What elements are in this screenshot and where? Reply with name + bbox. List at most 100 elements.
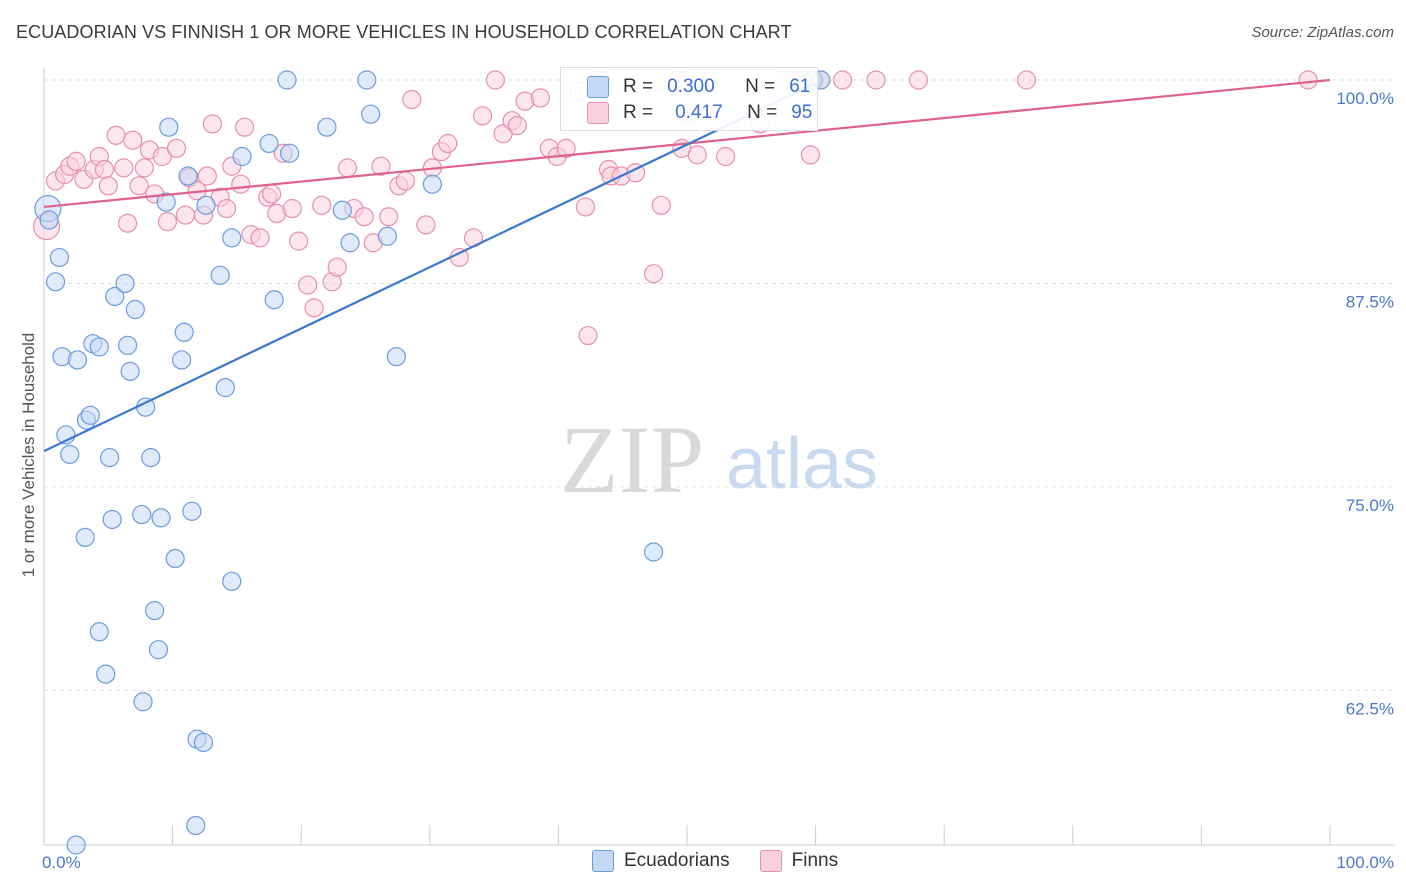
legend-item-ecuadorians: Ecuadorians xyxy=(592,850,730,872)
finns-point xyxy=(157,212,178,232)
watermark-zip: ZIP xyxy=(560,406,704,513)
ecuadorians-point xyxy=(332,200,352,220)
ecuadorians-point xyxy=(357,70,377,90)
finns-point xyxy=(98,176,118,196)
finns-point xyxy=(304,298,324,318)
finns-point xyxy=(312,195,332,215)
ecuadorians-point xyxy=(186,815,206,836)
finns-point xyxy=(395,171,415,191)
r-value: 0.417 xyxy=(675,102,723,123)
finns-point xyxy=(416,215,436,235)
legend-item-finns: Finns xyxy=(759,850,838,872)
finns-point xyxy=(651,195,671,215)
ecuadorians-point xyxy=(643,542,664,562)
gridlines xyxy=(44,79,1395,691)
finns-point xyxy=(289,231,309,251)
finns-point xyxy=(217,198,237,219)
ecuadorians-point xyxy=(165,548,185,569)
ecuadorians-point xyxy=(377,226,397,246)
finns-point xyxy=(114,158,134,178)
ecuadorians-point xyxy=(117,335,138,355)
ecuadorians-point xyxy=(115,273,135,294)
ecuadorians-point xyxy=(66,835,86,855)
series-legend: Ecuadorians Finns xyxy=(592,850,868,872)
ecuadorians-point xyxy=(96,664,116,684)
ecuadorians-point xyxy=(151,508,171,528)
ecuadorians-point xyxy=(215,378,235,398)
ecuadorians-point xyxy=(159,117,179,137)
blue-swatch xyxy=(587,76,609,98)
ecuadorians-point xyxy=(99,448,120,468)
ecuadorians-point xyxy=(39,210,59,230)
finns-point xyxy=(715,146,736,167)
n-label: N = xyxy=(747,102,778,123)
finns-point xyxy=(250,228,270,248)
finns-point xyxy=(556,138,576,158)
finns-point xyxy=(327,257,347,277)
finns-point xyxy=(202,114,223,134)
ecuadorians-point xyxy=(264,290,284,310)
source-label: Source: ZipAtlas.com xyxy=(1251,24,1394,41)
finns-point xyxy=(866,70,886,90)
ecuadorians-point xyxy=(193,732,214,753)
finns-point xyxy=(231,174,251,194)
finns-point xyxy=(1016,70,1037,90)
blue-swatch xyxy=(592,850,614,872)
y-axis-label: 1 or more Vehicles in Household xyxy=(19,333,38,578)
legend-row-ecuadorians: R = 0.300 N = 61 xyxy=(587,74,810,100)
ecuadorians-point xyxy=(182,501,202,521)
r-label: R = xyxy=(623,102,654,123)
ecuadorians-point xyxy=(52,347,72,367)
n-value: 61 xyxy=(789,76,811,97)
finns-point xyxy=(262,184,282,204)
ecuadorians-point xyxy=(60,444,80,464)
finns-point xyxy=(800,145,821,165)
y-tick-label: 100.0% xyxy=(1336,89,1394,108)
finns-point xyxy=(175,205,196,225)
finns-point xyxy=(106,125,126,145)
finns-point xyxy=(354,207,374,227)
ecuadorians-point xyxy=(49,247,70,268)
chart-title: ECUADORIAN VS FINNISH 1 OR MORE VEHICLES… xyxy=(16,22,792,42)
ecuadorians-point xyxy=(222,571,242,591)
finns-point xyxy=(472,106,493,126)
tick-labels: 62.5% 75.0% 87.5% 100.0% 0.0% 100.0% xyxy=(42,89,1394,872)
legend-label: Ecuadorians xyxy=(624,850,730,871)
ecuadorians-point xyxy=(178,166,198,186)
finns-point xyxy=(66,151,86,171)
finns-point xyxy=(908,70,929,90)
r-label: R = xyxy=(623,76,654,97)
ecuadorians-point xyxy=(259,133,279,154)
ecuadorians-point xyxy=(317,117,337,137)
ecuadorians-point xyxy=(67,350,88,370)
finns-point xyxy=(530,88,550,108)
ecuadorians-point xyxy=(361,104,381,124)
ecuadorians-point xyxy=(196,195,216,215)
y-tick-label: 87.5% xyxy=(1346,292,1394,311)
ecuadorians-point xyxy=(45,272,66,292)
n-value: 95 xyxy=(791,102,813,123)
pink-swatch xyxy=(587,102,609,124)
ecuadorians-point xyxy=(232,146,252,167)
finns-point xyxy=(235,117,255,137)
pink-swatch xyxy=(759,850,782,872)
ecuadorians-point xyxy=(422,174,442,194)
finns-point xyxy=(438,133,458,154)
finns-point xyxy=(507,115,527,136)
finns-point xyxy=(152,146,172,167)
finns-point xyxy=(515,91,535,111)
ecuadorians-point xyxy=(280,143,300,163)
finns-point xyxy=(379,207,399,227)
ecuadorians-point xyxy=(222,228,242,248)
x-tick-label: 0.0% xyxy=(42,853,81,872)
y-tick-label: 75.0% xyxy=(1346,496,1394,515)
watermark: ZIP atlas xyxy=(560,406,878,513)
ecuadorians-point xyxy=(102,509,122,530)
ecuadorians-point xyxy=(144,601,165,621)
finns-point xyxy=(687,145,707,165)
ecuadorians-point xyxy=(156,192,176,212)
finns-point xyxy=(166,138,187,158)
ecuadorians-point xyxy=(89,622,109,642)
ecuadorians-point xyxy=(120,361,140,381)
legend-row-finns: R = 0.417 N = 95 xyxy=(587,100,812,126)
